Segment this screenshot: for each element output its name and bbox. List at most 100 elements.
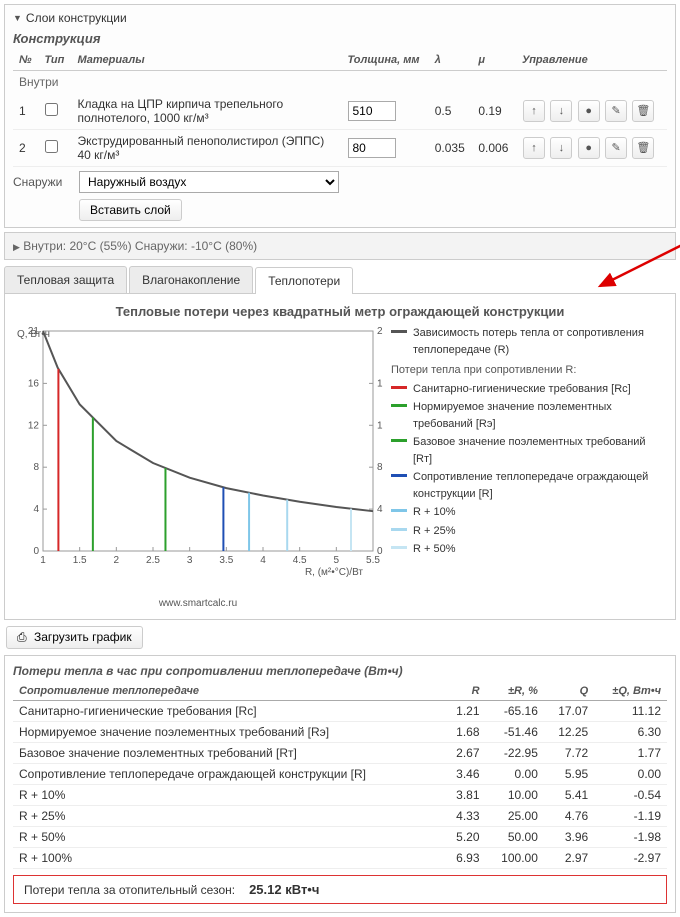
svg-text:16: 16 <box>377 378 383 389</box>
layers-header[interactable]: ▼ Слои конструкции <box>13 11 667 25</box>
legend-head2: Потери тепла при сопротивлении R: <box>391 362 667 379</box>
loss-dR: 10.00 <box>486 785 544 806</box>
col-num: № <box>13 50 39 71</box>
svg-text:8: 8 <box>377 462 383 473</box>
svg-text:2: 2 <box>114 555 120 566</box>
loss-dQ: 0.00 <box>594 764 667 785</box>
download-icon: ⎙ <box>17 630 27 644</box>
loss-name: R + 100% <box>13 848 443 869</box>
season-value: 25.12 кВт•ч <box>249 882 319 897</box>
svg-text:1.5: 1.5 <box>73 555 87 566</box>
loss-name: Нормируемое значение поэлементных требов… <box>13 722 443 743</box>
loss-R: 1.21 <box>443 701 485 722</box>
thickness-input[interactable] <box>348 138 396 158</box>
svg-text:2.5: 2.5 <box>146 555 160 566</box>
loss-dR: 50.00 <box>486 827 544 848</box>
loss-Q: 7.72 <box>544 743 594 764</box>
move-up-button[interactable]: ↑ <box>523 100 545 122</box>
legend-item: R + 10% <box>391 504 667 521</box>
loss-name: R + 25% <box>13 806 443 827</box>
tab-thermal[interactable]: Тепловая защита <box>4 266 127 293</box>
loss-dR: -65.16 <box>486 701 544 722</box>
delete-button[interactable]: 🗑 <box>632 100 654 122</box>
tab-moisture[interactable]: Влагонакопление <box>129 266 253 293</box>
legend-item: Базовое значение поэлементных требований… <box>391 434 667 467</box>
layer-num: 1 <box>13 93 39 130</box>
svg-text:3.5: 3.5 <box>219 555 233 566</box>
col-thickness: Толщина, мм <box>342 50 429 71</box>
layer-material: Кладка на ЦПР кирпича трепельного полнот… <box>72 93 342 130</box>
insert-layer-button[interactable]: Вставить слой <box>79 199 182 221</box>
loss-name: R + 50% <box>13 827 443 848</box>
legend-label: R + 25% <box>413 523 456 540</box>
legend-item: R + 25% <box>391 523 667 540</box>
loss-row: Сопротивление теплопередаче ограждающей … <box>13 764 667 785</box>
loss-name: Сопротивление теплопередаче ограждающей … <box>13 764 443 785</box>
col-control: Управление <box>516 50 667 71</box>
loss-row: R + 25% 4.33 25.00 4.76 -1.19 <box>13 806 667 827</box>
loss-col-Q: Q <box>544 682 594 701</box>
loss-Q: 4.76 <box>544 806 594 827</box>
delete-button[interactable]: 🗑 <box>632 137 654 159</box>
chart-svg: 00448812121616212111.522.533.544.555.5Q,… <box>13 325 383 595</box>
loss-title: Потери тепла в час при сопротивлении теп… <box>13 664 667 678</box>
download-chart-button[interactable]: ⎙ Загрузить график <box>6 626 143 649</box>
svg-text:21: 21 <box>377 326 383 337</box>
col-mu: μ <box>472 50 516 71</box>
layer-material: Экструдированный пенополистирол (ЭППС) 4… <box>72 130 342 167</box>
loss-R: 3.46 <box>443 764 485 785</box>
chart-watermark: www.smartcalc.ru <box>13 598 383 609</box>
svg-text:0: 0 <box>33 546 39 557</box>
outside-select[interactable]: Наружный воздух <box>79 171 339 193</box>
layer-lambda: 0.5 <box>429 93 473 130</box>
loss-R: 4.33 <box>443 806 485 827</box>
svg-text:5.5: 5.5 <box>366 555 380 566</box>
layer-type-checkbox[interactable] <box>45 103 58 116</box>
loss-R: 5.20 <box>443 827 485 848</box>
move-down-button[interactable]: ↓ <box>550 100 572 122</box>
loss-dQ: -2.97 <box>594 848 667 869</box>
svg-text:3: 3 <box>187 555 193 566</box>
svg-text:4: 4 <box>260 555 266 566</box>
loss-R: 1.68 <box>443 722 485 743</box>
layer-type-checkbox[interactable] <box>45 140 58 153</box>
loss-name: Базовое значение поэлементных требований… <box>13 743 443 764</box>
legend-label: R + 50% <box>413 541 456 558</box>
loss-dQ: -1.19 <box>594 806 667 827</box>
loss-Q: 3.96 <box>544 827 594 848</box>
edit-button[interactable]: ✎ <box>605 100 627 122</box>
construction-title: Конструкция <box>13 31 667 46</box>
loss-Q: 17.07 <box>544 701 594 722</box>
loss-dR: 0.00 <box>486 764 544 785</box>
legend-label: Базовое значение поэлементных требований… <box>413 434 667 467</box>
loss-dQ: 11.12 <box>594 701 667 722</box>
loss-panel: Потери тепла в час при сопротивлении теп… <box>4 655 676 913</box>
download-label: Загрузить график <box>34 630 132 644</box>
loss-R: 2.67 <box>443 743 485 764</box>
layer-mu: 0.006 <box>472 130 516 167</box>
loss-dR: 25.00 <box>486 806 544 827</box>
thickness-input[interactable] <box>348 101 396 121</box>
season-label: Потери тепла за отопительный сезон: <box>24 883 235 897</box>
chart-title: Тепловые потери через квадратный метр ог… <box>13 304 667 319</box>
move-down-button[interactable]: ↓ <box>550 137 572 159</box>
tab-heatloss[interactable]: Теплопотери <box>255 267 353 294</box>
svg-text:4.5: 4.5 <box>293 555 307 566</box>
layer-row: 1 Кладка на ЦПР кирпича трепельного полн… <box>13 93 667 130</box>
record-icon[interactable]: ● <box>578 137 600 159</box>
conditions-panel[interactable]: ▶ Внутри: 20°C (55%) Снаружи: -10°C (80%… <box>4 232 676 260</box>
caret-down-icon: ▼ <box>13 13 22 23</box>
svg-text:Q, Вт•ч: Q, Вт•ч <box>17 329 50 340</box>
col-type: Тип <box>39 50 72 71</box>
loss-row: R + 50% 5.20 50.00 3.96 -1.98 <box>13 827 667 848</box>
loss-dR: -51.46 <box>486 722 544 743</box>
record-icon[interactable]: ● <box>578 100 600 122</box>
loss-row: Базовое значение поэлементных требований… <box>13 743 667 764</box>
loss-col-name: Сопротивление теплопередаче <box>13 682 443 701</box>
legend-item: R + 50% <box>391 541 667 558</box>
edit-button[interactable]: ✎ <box>605 137 627 159</box>
move-up-button[interactable]: ↑ <box>523 137 545 159</box>
layer-row: 2 Экструдированный пенополистирол (ЭППС)… <box>13 130 667 167</box>
legend-item: Нормируемое значение поэлементных требов… <box>391 399 667 432</box>
loss-Q: 5.95 <box>544 764 594 785</box>
